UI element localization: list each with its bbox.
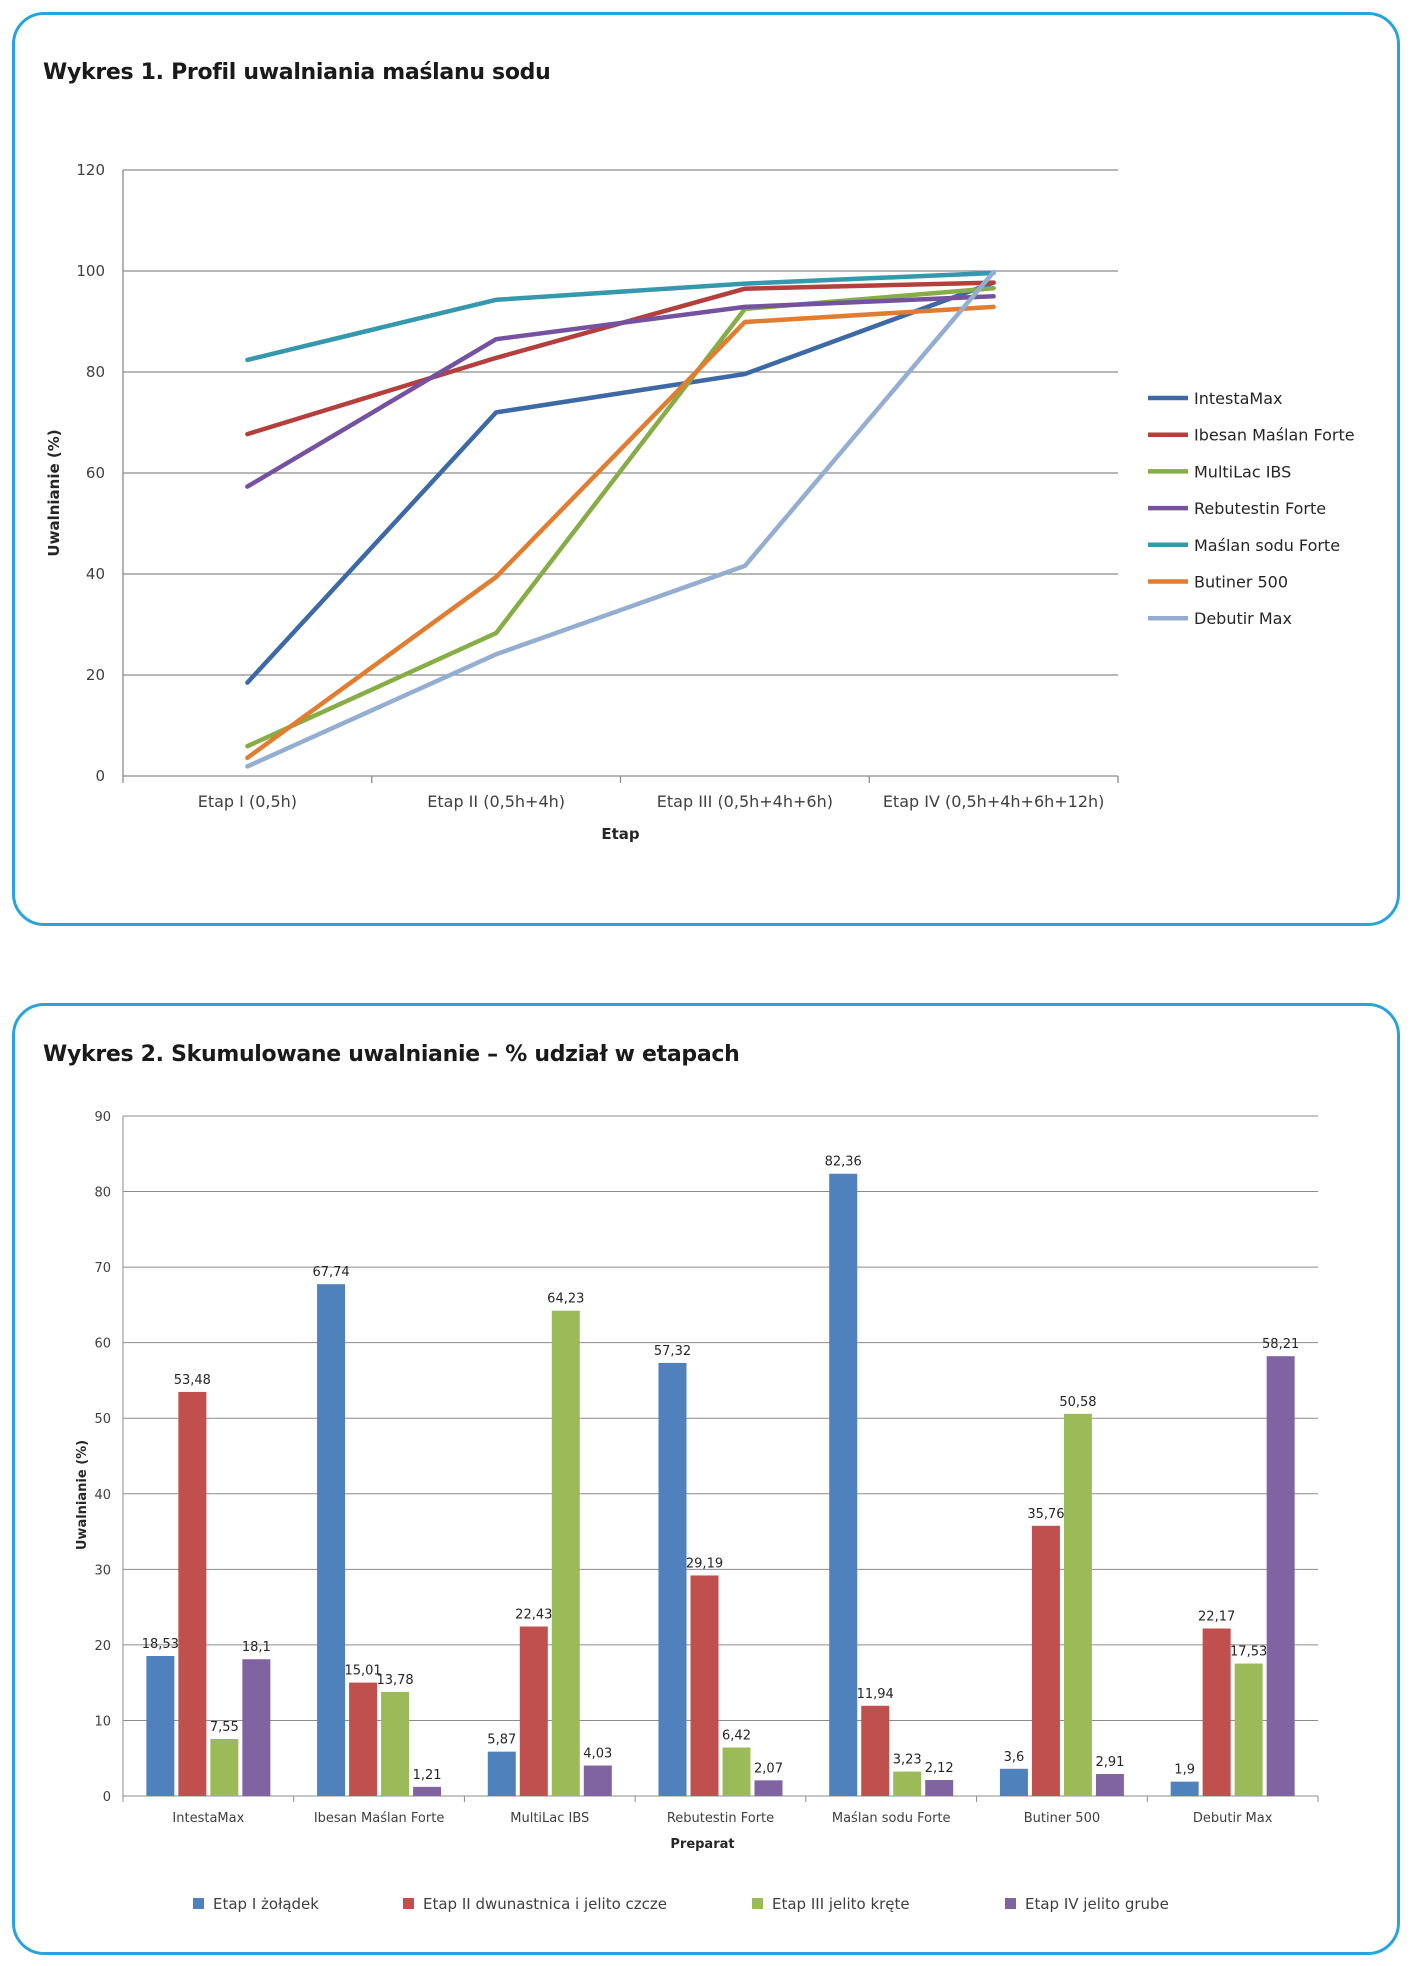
chart-panel-1: Wykres 1. Profil uwalniania maślanu sodu bbox=[12, 12, 1400, 926]
chart-title-2: Wykres 2. Skumulowane uwalnianie – % udz… bbox=[43, 1042, 740, 1067]
chart-panel-2: Wykres 2. Skumulowane uwalnianie – % udz… bbox=[12, 1003, 1400, 1955]
chart-title-1: Wykres 1. Profil uwalniania maślanu sodu bbox=[43, 60, 551, 85]
